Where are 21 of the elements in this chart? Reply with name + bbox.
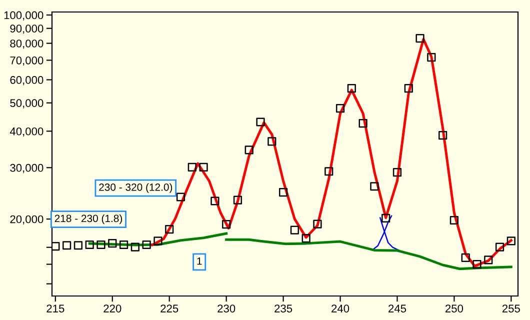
y-tick-label: 70,000 — [10, 56, 44, 66]
x-tick-label: 245 — [388, 304, 406, 312]
y-tick-label: 20,000 — [10, 215, 44, 224]
x-tick-label: 220 — [104, 304, 122, 312]
x-tick-label: 225 — [160, 304, 178, 312]
x-tick-label: 250 — [445, 304, 464, 312]
x-tick-label: 215 — [46, 304, 64, 312]
y-tick-label: 40,000 — [10, 127, 44, 137]
x-tick-label: 230 — [218, 304, 236, 312]
x-tick-label: 255 — [502, 304, 520, 312]
x-tick-label: 240 — [332, 304, 350, 312]
y-tick-label: 90,000 — [10, 24, 44, 34]
y-tick-label: 100,000 — [4, 11, 44, 20]
x-tick-label: 235 — [274, 304, 292, 312]
y-tick-label: 30,000 — [10, 164, 44, 174]
y-tick-label: 80,000 — [10, 40, 44, 49]
annotation: 230 - 320 (12.0) — [99, 183, 172, 193]
y-tick-label: 60,000 — [10, 76, 44, 86]
y-tick-label: 50,000 — [10, 99, 44, 108]
annotation: 1 — [197, 257, 202, 265]
annotation: 218 - 230 (1.8) — [54, 214, 122, 224]
